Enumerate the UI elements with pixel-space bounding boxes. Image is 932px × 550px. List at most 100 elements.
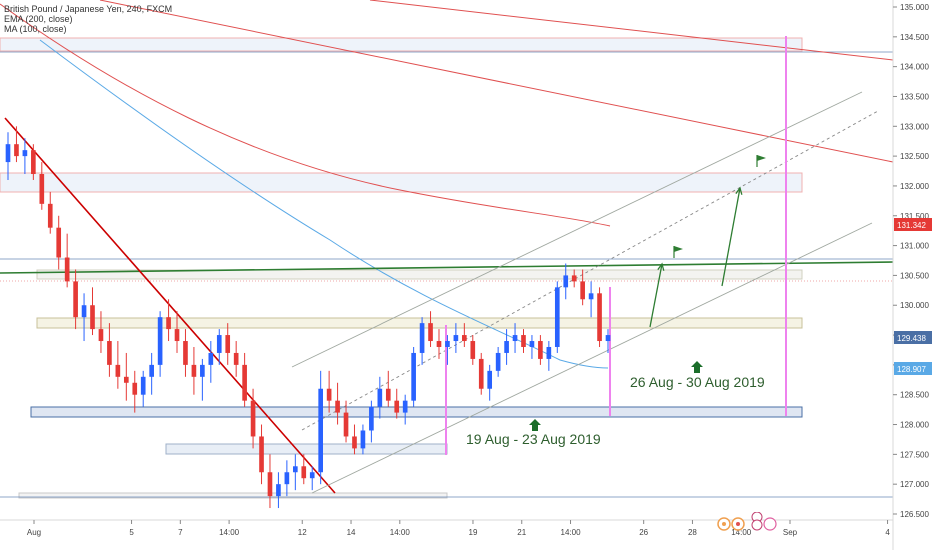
target-arrow-2[interactable] (721, 186, 743, 287)
candle[interactable] (318, 370, 323, 485)
zone-129-8[interactable] (36, 317, 803, 329)
candle[interactable] (242, 352, 247, 407)
candle[interactable] (233, 341, 239, 377)
target-flag-2[interactable] (756, 155, 766, 167)
candle[interactable] (419, 317, 425, 365)
candle[interactable] (411, 346, 416, 407)
candle[interactable] (73, 269, 78, 330)
candle[interactable] (462, 323, 467, 347)
ema-200-line[interactable] (0, 3, 611, 227)
zone-126-8[interactable] (18, 492, 448, 499)
candle[interactable] (504, 329, 509, 365)
zone-130-5[interactable] (36, 269, 803, 280)
candle[interactable] (402, 394, 408, 425)
candle[interactable] (22, 138, 28, 175)
ema-price-label[interactable]: 128.907 (894, 362, 932, 375)
candle[interactable] (267, 454, 273, 509)
candle[interactable] (81, 293, 87, 342)
zone-127-5[interactable] (165, 443, 448, 455)
candle[interactable] (39, 162, 45, 210)
candle[interactable] (521, 329, 526, 353)
candle[interactable] (597, 287, 602, 347)
candle[interactable] (90, 287, 95, 336)
candle[interactable] (436, 329, 442, 359)
last-price-label[interactable]: 131.342 (894, 218, 932, 231)
candle[interactable] (588, 281, 594, 318)
candle[interactable] (98, 311, 104, 353)
target-arrow-1[interactable] (649, 262, 665, 328)
candle[interactable] (546, 341, 552, 371)
channel-lower[interactable] (311, 222, 873, 494)
candle[interactable] (284, 460, 290, 497)
channel-mid[interactable] (301, 110, 879, 431)
candle[interactable] (352, 424, 357, 455)
candle[interactable] (580, 269, 585, 306)
candle[interactable] (571, 269, 577, 288)
price-axis-panel[interactable] (893, 0, 932, 550)
candle[interactable] (191, 346, 197, 395)
zone-128-2[interactable] (30, 406, 803, 418)
red-diagonal-lower[interactable] (99, 0, 894, 163)
candle[interactable] (166, 299, 171, 342)
price-tick-label: 130.500 (900, 271, 929, 280)
candle[interactable] (445, 335, 450, 365)
candle[interactable] (335, 382, 340, 425)
zone-134[interactable] (0, 37, 803, 52)
candle[interactable] (495, 346, 501, 377)
candle[interactable] (385, 370, 391, 407)
candle[interactable] (487, 364, 493, 401)
candle[interactable] (538, 335, 543, 365)
events-icon[interactable] (715, 511, 785, 542)
downtrend-line[interactable] (4, 117, 336, 494)
candle[interactable] (216, 329, 222, 365)
candle[interactable] (225, 323, 231, 365)
target-flag-1[interactable] (673, 246, 683, 258)
candle[interactable] (208, 341, 214, 383)
candle[interactable] (470, 335, 476, 365)
candle[interactable] (326, 370, 332, 413)
candle[interactable] (174, 311, 180, 353)
candle[interactable] (478, 352, 484, 395)
candle[interactable] (259, 424, 264, 485)
candle[interactable] (115, 341, 121, 389)
candle[interactable] (47, 191, 53, 234)
green-resistance-line[interactable] (0, 261, 894, 274)
candle[interactable] (31, 144, 36, 180)
candle[interactable] (563, 263, 569, 300)
candle[interactable] (360, 424, 366, 455)
candle[interactable] (157, 311, 163, 377)
candle[interactable] (64, 233, 70, 288)
red-diagonal-upper[interactable] (369, 0, 894, 61)
candle[interactable] (183, 329, 188, 377)
candle[interactable] (107, 323, 112, 377)
candle[interactable] (140, 370, 146, 407)
candle[interactable] (428, 311, 433, 347)
candle[interactable] (309, 466, 315, 491)
candle[interactable] (301, 454, 307, 485)
candle[interactable] (250, 388, 256, 449)
candle[interactable] (529, 335, 535, 359)
candle[interactable] (453, 323, 459, 353)
candle[interactable] (200, 358, 205, 401)
candle[interactable] (132, 370, 138, 413)
candle[interactable] (149, 352, 154, 395)
candle[interactable] (123, 352, 129, 401)
zone-132[interactable] (0, 172, 803, 193)
candle[interactable] (56, 215, 62, 270)
ma-price-label[interactable]: 129.438 (894, 331, 932, 344)
week2-label: 26 Aug - 30 Aug 2019 (630, 374, 765, 390)
candle[interactable] (377, 376, 383, 419)
candle[interactable] (512, 323, 518, 353)
candle[interactable] (394, 388, 400, 419)
channel-upper[interactable] (291, 91, 863, 368)
candle[interactable] (276, 472, 281, 509)
candle[interactable] (554, 281, 560, 353)
candle[interactable] (369, 400, 374, 443)
indicator-icons[interactable] (715, 511, 785, 547)
candle[interactable] (14, 126, 19, 163)
candle[interactable] (5, 132, 11, 180)
candle[interactable] (293, 454, 298, 491)
candle[interactable] (605, 329, 611, 353)
candle[interactable] (343, 400, 349, 443)
